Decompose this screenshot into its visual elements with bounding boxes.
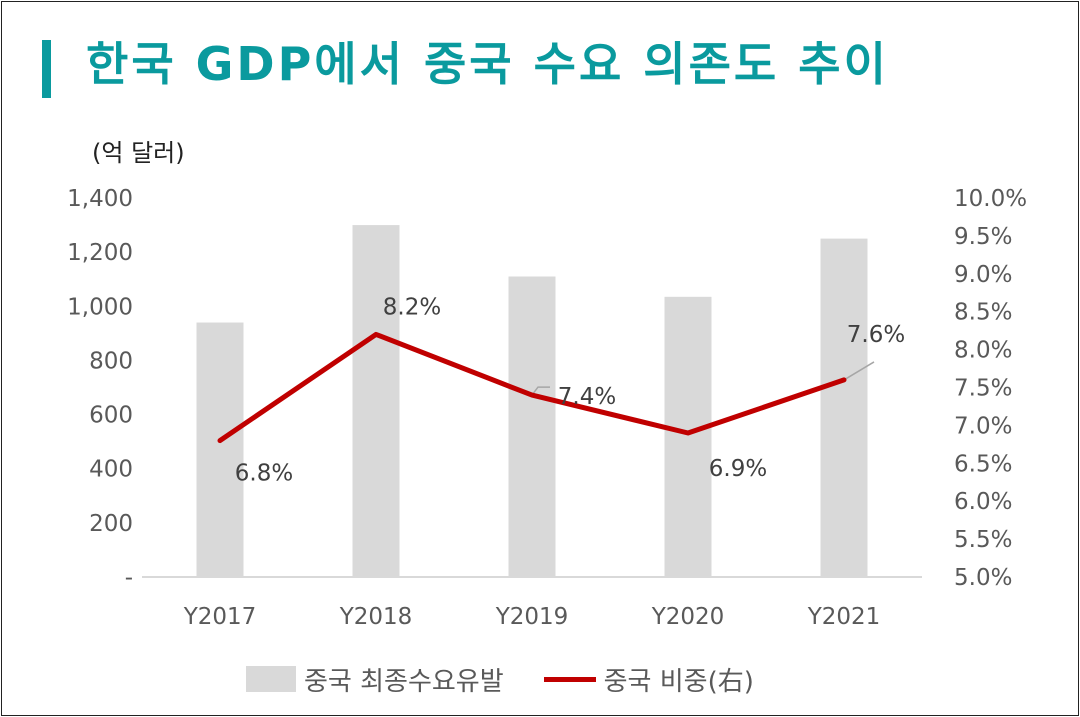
leader-line <box>843 361 875 381</box>
right-tick-label: 9.5% <box>954 224 1012 250</box>
left-tick-label: 600 <box>89 403 133 429</box>
legend-line-label: 중국 비중(右) <box>603 666 754 697</box>
bar-y2020 <box>664 296 712 577</box>
bar-y2018 <box>352 225 400 578</box>
chart-title: 한국 GDP에서 중국 수요 의존도 추이 <box>86 37 889 91</box>
left-tick-label: 400 <box>89 457 133 483</box>
line-data-label: 7.4% <box>558 384 616 410</box>
left-tick-label: 200 <box>89 511 133 537</box>
leader-line <box>531 386 550 396</box>
legend-item-line: 중국 비중(右) <box>543 661 754 698</box>
x-tick-label: Y2021 <box>807 604 881 630</box>
right-tick-label: 9.0% <box>954 262 1012 288</box>
bar-y2021 <box>820 238 868 577</box>
right-tick-label: 5.0% <box>954 565 1012 591</box>
line-data-label: 7.6% <box>847 322 905 348</box>
bar-series <box>196 225 868 578</box>
left-axis-ticks: - 200 400 600 800 1,000 1,200 1,400 <box>67 186 133 591</box>
left-tick-label: 800 <box>89 348 133 374</box>
right-tick-label: 7.5% <box>954 376 1012 402</box>
left-tick-label: 1,400 <box>67 186 133 212</box>
legend: 중국 최종수요유발 중국 비중(右) <box>246 659 794 699</box>
x-tick-label: Y2018 <box>339 604 413 630</box>
x-tick-label: Y2019 <box>495 604 569 630</box>
title-accent-bar <box>42 40 51 98</box>
legend-bar-label: 중국 최종수요유발 <box>304 666 504 697</box>
line-data-label: 6.9% <box>709 456 767 482</box>
legend-line-swatch <box>543 676 596 682</box>
line-data-label: 6.8% <box>235 461 293 487</box>
right-axis-ticks: 5.0% 5.5% 6.0% 6.5% 7.0% 7.5% 8.0% 8.5% 9.0% 9.5%… <box>954 186 1027 591</box>
right-tick-label: 8.5% <box>954 300 1012 326</box>
right-tick-label: 7.0% <box>954 413 1012 439</box>
legend-item-bar: 중국 최종수요유발 <box>246 661 504 698</box>
right-tick-label: 8.0% <box>954 338 1012 364</box>
left-tick-label: - <box>125 565 133 591</box>
left-tick-label: 1,000 <box>67 294 133 320</box>
x-tick-label: Y2017 <box>183 604 257 630</box>
right-tick-label: 5.5% <box>954 527 1012 553</box>
left-tick-label: 1,200 <box>67 240 133 266</box>
right-tick-label: 6.5% <box>954 451 1012 477</box>
data-label-leaders <box>531 361 875 396</box>
legend-bar-swatch <box>246 666 296 692</box>
left-axis-unit-label: (억 달러) <box>92 139 185 167</box>
bar-y2017 <box>196 322 244 577</box>
line-data-label: 8.2% <box>383 294 441 320</box>
x-tick-label: Y2020 <box>651 604 725 630</box>
right-tick-label: 6.0% <box>954 489 1012 515</box>
line-data-labels: 6.8% 8.2% 7.4% 6.9% 7.6% <box>235 294 905 486</box>
bar-y2019 <box>508 276 556 577</box>
x-axis-ticks: Y2017 Y2018 Y2019 Y2020 Y2021 <box>183 604 881 630</box>
right-tick-label: 10.0% <box>954 186 1027 212</box>
share-line-series <box>217 331 847 444</box>
